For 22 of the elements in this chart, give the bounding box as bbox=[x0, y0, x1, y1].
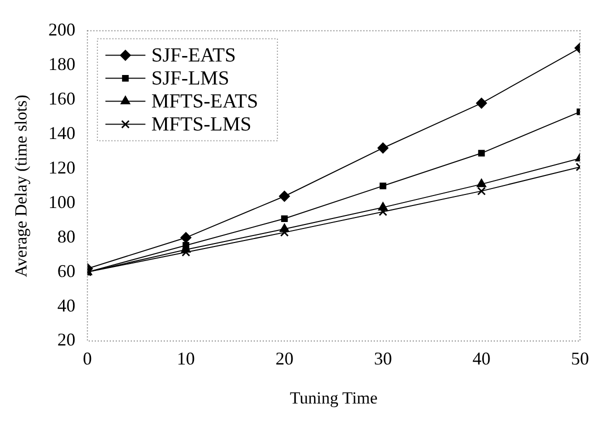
y-tick-label: 20 bbox=[57, 330, 76, 350]
y-tick-label: 80 bbox=[57, 226, 76, 246]
legend-label: MFTS-EATS bbox=[151, 90, 258, 113]
y-tick-label: 160 bbox=[48, 88, 76, 108]
x-tick-label: 20 bbox=[275, 348, 294, 369]
y-axis-title: Average Delay (time slots) bbox=[12, 94, 31, 278]
y-tick-label: 60 bbox=[57, 260, 76, 281]
x-tick-label: 50 bbox=[571, 348, 589, 369]
legend-label: MFTS-LMS bbox=[151, 114, 252, 136]
y-tick-label: 180 bbox=[48, 54, 76, 74]
x-tick-label: 40 bbox=[472, 348, 490, 369]
legend-label: SJF-LMS bbox=[151, 68, 230, 90]
y-tick-label: 200 bbox=[48, 20, 76, 40]
y-tick-label: 40 bbox=[57, 295, 76, 316]
y-tick-label: 140 bbox=[48, 122, 76, 143]
x-tick-label: 30 bbox=[374, 348, 392, 369]
x-tick-label: 0 bbox=[82, 348, 92, 369]
legend-label: SJF-EATS bbox=[151, 44, 236, 67]
x-axis-title: Tuning Time bbox=[290, 388, 378, 408]
y-tick-label: 100 bbox=[48, 192, 76, 212]
x-tick-label: 10 bbox=[176, 348, 195, 369]
y-tick-label: 120 bbox=[48, 157, 76, 178]
